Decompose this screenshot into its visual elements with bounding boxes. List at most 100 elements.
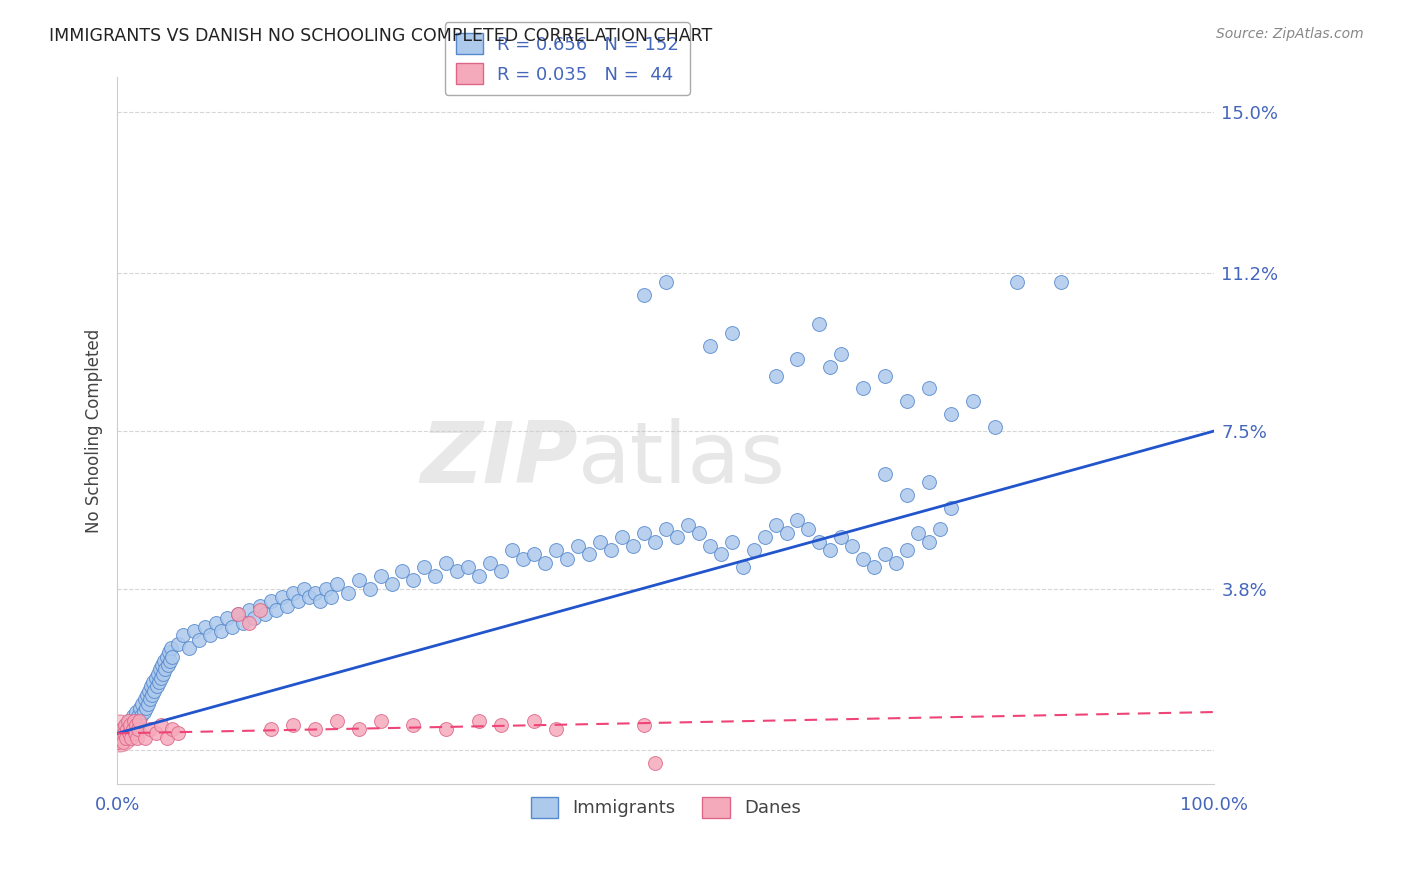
Point — [808, 534, 831, 549]
Point — [446, 565, 468, 579]
Point — [135, 700, 157, 714]
Point — [141, 688, 163, 702]
Point — [160, 722, 183, 736]
Point — [720, 326, 742, 340]
Point — [841, 539, 863, 553]
Point — [155, 662, 177, 676]
Point — [141, 680, 163, 694]
Point — [142, 675, 165, 690]
Point — [114, 731, 136, 745]
Point — [304, 586, 326, 600]
Point — [875, 368, 897, 383]
Point — [243, 611, 266, 625]
Point — [117, 714, 139, 728]
Point — [644, 534, 666, 549]
Point — [786, 513, 808, 527]
Point — [325, 714, 347, 728]
Point — [215, 611, 238, 625]
Point — [907, 526, 929, 541]
Point — [434, 722, 457, 736]
Text: ZIP: ZIP — [420, 417, 578, 500]
Point — [929, 522, 952, 536]
Point — [156, 658, 179, 673]
Point — [111, 735, 134, 749]
Point — [205, 615, 228, 630]
Point — [120, 726, 142, 740]
Point — [852, 381, 875, 395]
Point — [315, 582, 337, 596]
Legend: Immigrants, Danes: Immigrants, Danes — [523, 789, 808, 825]
Point — [359, 582, 381, 596]
Y-axis label: No Schooling Completed: No Schooling Completed — [86, 329, 103, 533]
Point — [309, 594, 332, 608]
Text: Source: ZipAtlas.com: Source: ZipAtlas.com — [1216, 27, 1364, 41]
Point — [830, 530, 852, 544]
Point — [489, 565, 512, 579]
Point — [117, 722, 139, 736]
Point — [108, 726, 131, 740]
Point — [136, 697, 159, 711]
Point — [546, 722, 568, 736]
Point — [425, 568, 447, 582]
Point — [786, 351, 808, 366]
Point — [121, 709, 143, 723]
Point — [281, 586, 304, 600]
Point — [896, 488, 918, 502]
Point — [159, 654, 181, 668]
Text: atlas: atlas — [578, 417, 786, 500]
Point — [644, 756, 666, 771]
Point — [125, 718, 148, 732]
Point — [129, 700, 152, 714]
Point — [896, 394, 918, 409]
Point — [321, 590, 343, 604]
Point — [479, 556, 502, 570]
Point — [370, 714, 392, 728]
Point — [110, 722, 132, 736]
Point — [160, 649, 183, 664]
Point — [145, 680, 167, 694]
Point — [468, 714, 491, 728]
Point — [138, 683, 160, 698]
Point — [875, 548, 897, 562]
Point — [111, 731, 134, 745]
Point — [775, 526, 797, 541]
Point — [124, 726, 146, 740]
Point — [150, 718, 173, 732]
Point — [125, 705, 148, 719]
Point — [731, 560, 754, 574]
Point — [1050, 275, 1073, 289]
Point — [710, 548, 733, 562]
Point — [188, 632, 211, 647]
Point — [589, 534, 612, 549]
Point — [232, 615, 254, 630]
Point — [1005, 275, 1028, 289]
Point — [157, 645, 180, 659]
Point — [523, 714, 546, 728]
Point — [820, 359, 842, 374]
Point — [155, 731, 177, 745]
Point — [260, 594, 283, 608]
Point — [699, 539, 721, 553]
Point — [112, 722, 135, 736]
Point — [183, 624, 205, 639]
Point — [124, 714, 146, 728]
Point — [131, 697, 153, 711]
Point — [128, 714, 150, 728]
Point — [875, 467, 897, 481]
Point — [939, 407, 962, 421]
Point — [742, 543, 765, 558]
Point — [139, 692, 162, 706]
Point — [665, 530, 688, 544]
Point — [153, 654, 176, 668]
Point — [512, 551, 534, 566]
Point — [765, 517, 787, 532]
Point — [139, 722, 162, 736]
Point — [118, 726, 141, 740]
Point — [172, 628, 194, 642]
Point — [489, 718, 512, 732]
Point — [336, 586, 359, 600]
Point — [688, 526, 710, 541]
Point — [114, 718, 136, 732]
Text: IMMIGRANTS VS DANISH NO SCHOOLING COMPLETED CORRELATION CHART: IMMIGRANTS VS DANISH NO SCHOOLING COMPLE… — [49, 27, 713, 45]
Point — [754, 530, 776, 544]
